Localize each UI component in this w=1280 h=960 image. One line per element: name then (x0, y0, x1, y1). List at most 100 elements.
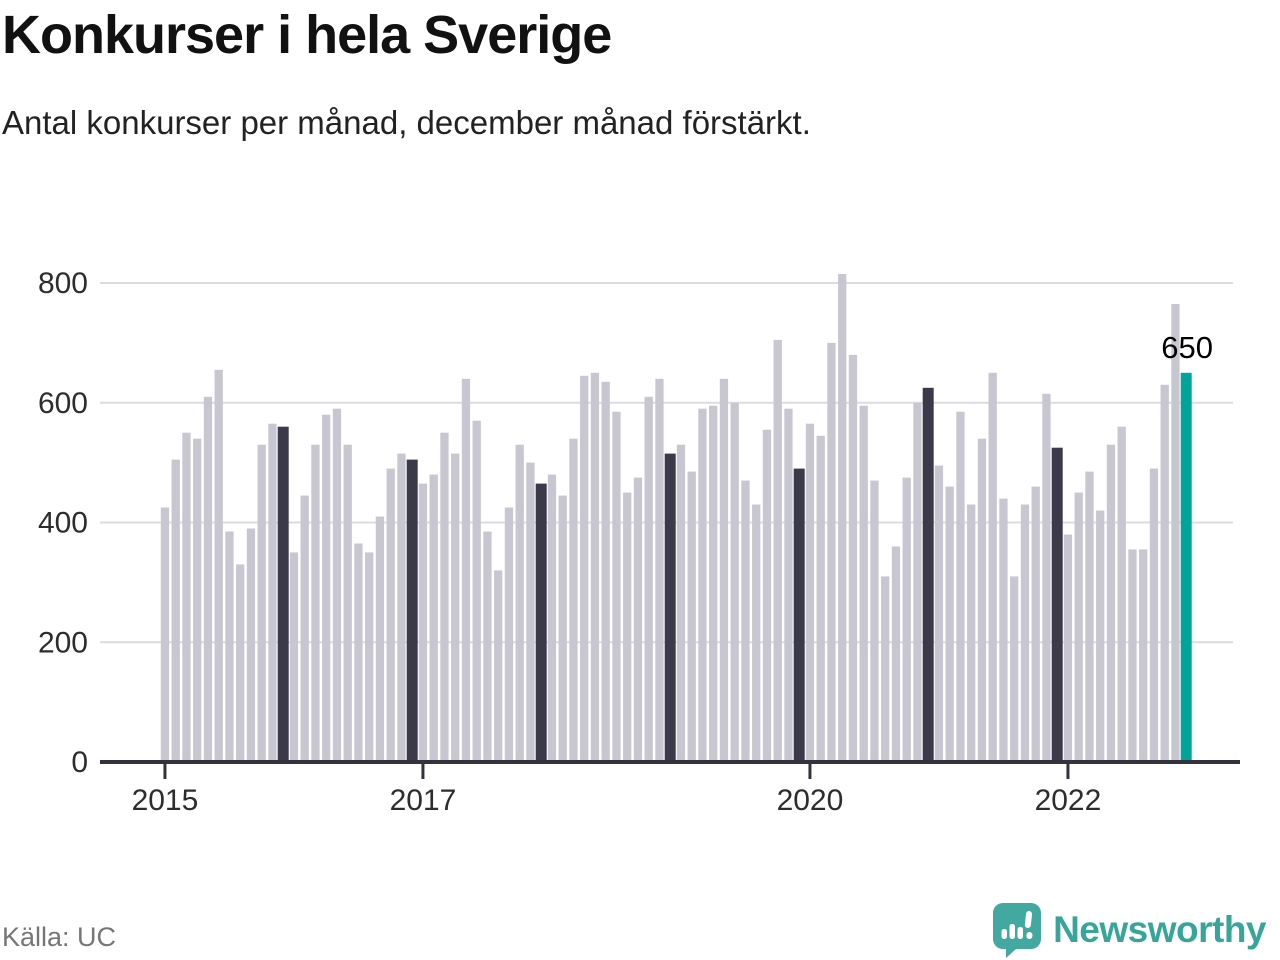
bar (397, 453, 406, 763)
bar (805, 423, 815, 763)
bar (343, 444, 352, 763)
bar (676, 444, 686, 763)
bar (429, 474, 438, 763)
bar (838, 274, 847, 763)
bar (967, 504, 976, 763)
bar (848, 354, 858, 763)
bar (365, 552, 374, 763)
bar (1010, 576, 1019, 763)
bar-chart: 0 200 400 600 800 2015 2017 2020 2022 650 (38, 267, 1240, 817)
newsworthy-wordmark: Newsworthy (1053, 909, 1266, 950)
bar (827, 342, 836, 763)
bar (440, 432, 449, 763)
latest-bar (1180, 372, 1192, 763)
bar (160, 507, 170, 763)
speech-bubble-shape (993, 903, 1042, 958)
page-title: Konkurser i hela Sverige (2, 5, 612, 65)
bar (1063, 534, 1073, 763)
bar (236, 564, 245, 763)
bar (870, 480, 879, 763)
bar (322, 414, 331, 763)
bar (483, 531, 492, 763)
december-bar (406, 459, 418, 763)
y-axis-label: 200 (38, 626, 88, 659)
newsworthy-logo-icon (993, 903, 1042, 958)
december-bar (277, 426, 289, 763)
bar (332, 408, 342, 763)
bar (988, 372, 997, 763)
bar (784, 408, 793, 763)
bar (1085, 471, 1094, 763)
page-subtitle: Antal konkurser per månad, december måna… (2, 104, 811, 141)
bar (203, 396, 213, 763)
bar (472, 420, 481, 763)
bar (709, 405, 718, 763)
y-axis-label: 0 (71, 746, 88, 779)
bar (1074, 492, 1083, 763)
bar (225, 531, 234, 763)
bar (1160, 384, 1169, 763)
x-axis-label: 2017 (390, 784, 457, 817)
x-axis-label: 2015 (132, 784, 199, 817)
bar (1128, 549, 1137, 763)
bar (375, 516, 385, 763)
bar (762, 429, 772, 763)
y-axis-label: 600 (38, 387, 88, 420)
bar (913, 402, 922, 764)
bar (289, 552, 299, 763)
bar (515, 444, 524, 763)
bar (881, 576, 890, 763)
bar (945, 486, 954, 763)
bar (977, 438, 987, 763)
bar (859, 405, 868, 763)
bar (601, 381, 610, 763)
bar (612, 411, 621, 763)
bar (644, 396, 653, 763)
december-bar (664, 453, 676, 763)
value-annotation: 650 (1161, 330, 1213, 365)
december-bar (793, 468, 805, 763)
bar (354, 543, 363, 763)
bar (214, 369, 223, 763)
x-axis-label: 2020 (777, 784, 844, 817)
bar (569, 438, 578, 763)
bar (526, 462, 535, 763)
newsworthy-logo: Newsworthy (992, 901, 1266, 959)
bar (1139, 549, 1148, 763)
bar (773, 339, 782, 763)
december-bar (1051, 447, 1063, 763)
bar (741, 480, 750, 763)
bar (268, 423, 277, 763)
bar (461, 378, 471, 763)
december-bar (535, 483, 547, 763)
bar (547, 474, 557, 763)
bar (999, 498, 1008, 763)
bar (418, 483, 428, 763)
bar (246, 528, 256, 763)
y-axis-label: 800 (38, 267, 88, 300)
bar (1171, 304, 1180, 763)
bar (311, 444, 320, 763)
bar (816, 435, 825, 763)
bar (580, 375, 589, 763)
bar (752, 504, 761, 763)
y-axis-label: 400 (38, 507, 88, 540)
bar (1106, 444, 1116, 763)
bar (902, 477, 911, 763)
bar (1149, 468, 1159, 763)
x-axis-line (100, 760, 1240, 764)
bar (171, 459, 180, 763)
bar (687, 471, 696, 763)
bar (451, 453, 460, 763)
bar (1020, 504, 1030, 763)
bar (623, 492, 632, 763)
bar (1042, 393, 1051, 763)
bar (1117, 426, 1126, 763)
december-bar (922, 387, 934, 763)
bar (956, 411, 965, 763)
bar (730, 402, 739, 764)
bar (1031, 486, 1040, 763)
bar (558, 495, 567, 763)
source-label: Källa: UC (2, 922, 117, 952)
bar (891, 546, 901, 763)
